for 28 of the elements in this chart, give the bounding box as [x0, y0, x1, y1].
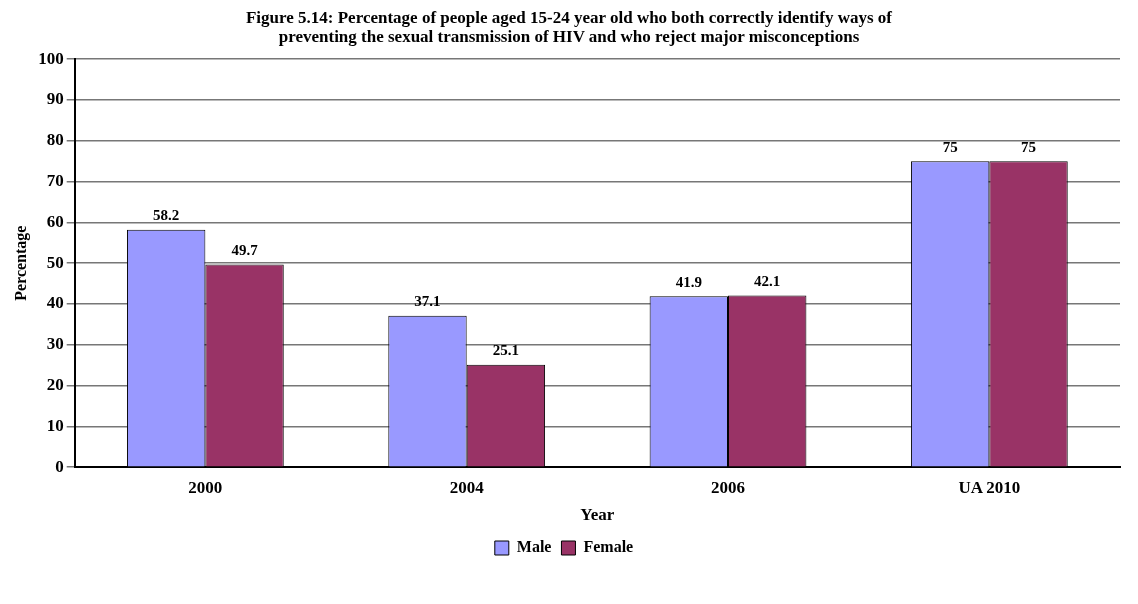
y-tick-label: 60 — [46, 211, 64, 231]
y-tick-label: 10 — [46, 415, 64, 435]
y-axis-title: Percentage — [11, 225, 30, 301]
x-tick-label: 2000 — [188, 477, 223, 497]
y-tick-label: 80 — [46, 130, 64, 150]
x-tick-label: 2006 — [711, 477, 746, 497]
y-tick-label: 30 — [46, 334, 64, 354]
data-label: 42.1 — [754, 272, 781, 289]
y-tick-label: 20 — [46, 374, 64, 394]
legend-label: Male — [516, 538, 552, 556]
y-tick-label: 70 — [46, 170, 64, 190]
data-label: 41.9 — [675, 273, 702, 290]
x-tick-label: 2004 — [449, 477, 485, 497]
data-label: 58.2 — [153, 207, 180, 224]
data-label: 25.1 — [492, 342, 520, 359]
data-label: 75 — [942, 138, 958, 155]
y-tick-label: 40 — [46, 293, 64, 313]
data-label: 49.7 — [231, 241, 259, 258]
chart-title: Figure 5.14: Percentage of people aged 15-24 year old who both correctly identify ways of preventing the sexual transmission of HIV and who reject major misconceptions — [244, 8, 894, 46]
y-tick-label: 0 — [55, 456, 64, 476]
x-axis-title: Year — [580, 505, 615, 525]
legend-label: Female — [583, 538, 634, 556]
y-tick-label: 100 — [38, 48, 64, 68]
data-label: 37.1 — [414, 293, 441, 310]
data-label: 75 — [1021, 138, 1037, 155]
y-tick-label: 50 — [46, 252, 64, 272]
x-tick-label: UA 2010 — [958, 477, 1021, 497]
y-tick-label: 90 — [46, 89, 64, 109]
